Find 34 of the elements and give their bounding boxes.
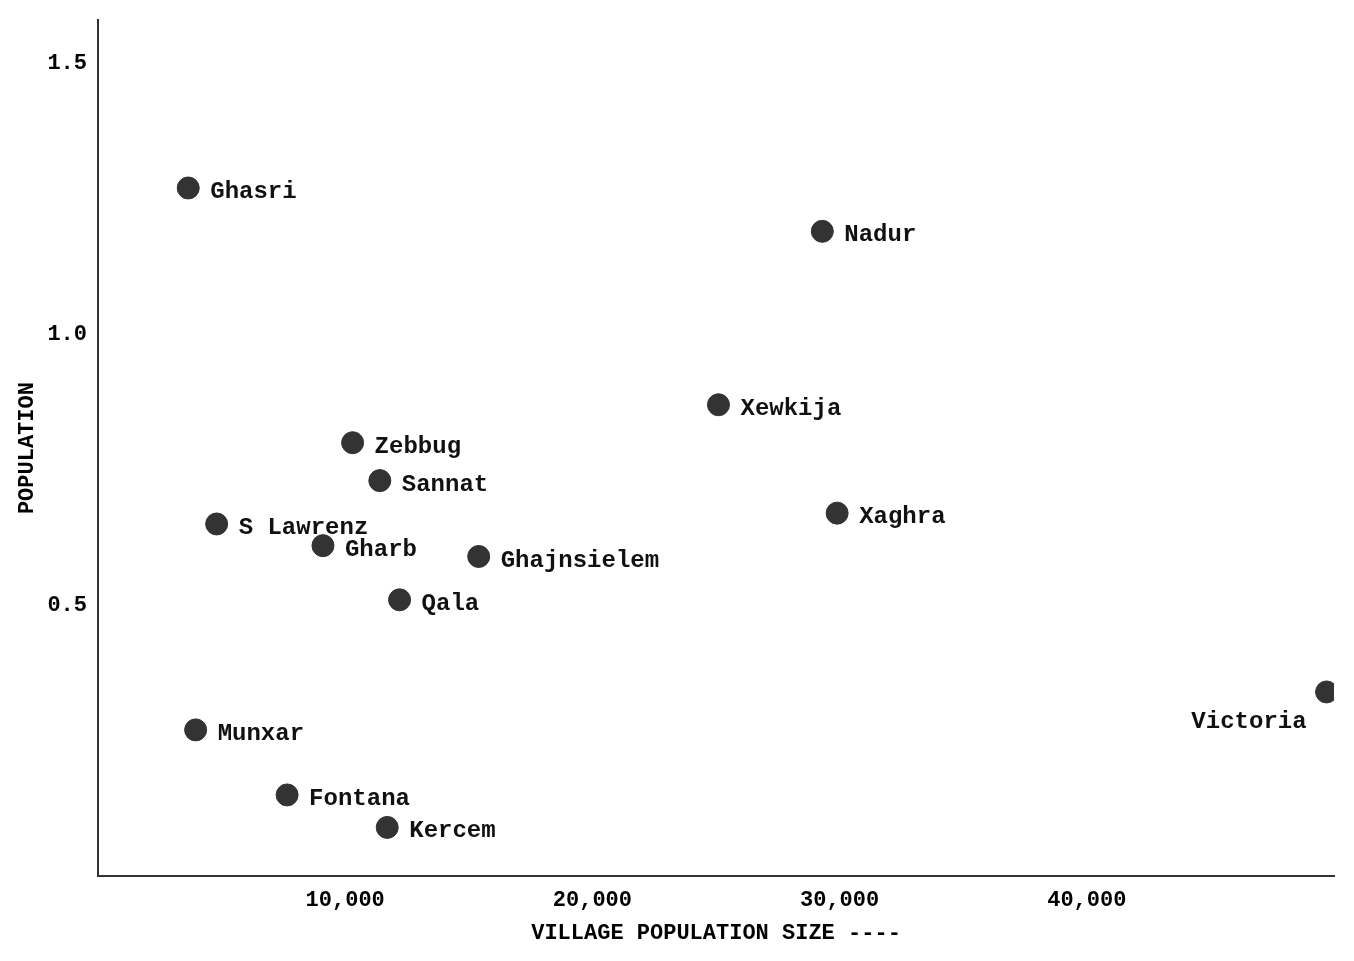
x-tick-label: 20,000: [552, 887, 633, 913]
y-axis-title: POPULATION: [14, 382, 40, 515]
point: [184, 718, 208, 742]
annotation: Qala: [421, 589, 480, 617]
annotation: Ghajnsielem: [500, 546, 660, 574]
annotation: Ghasri: [210, 178, 297, 206]
x-axis-title: VILLAGE POPULATION SIZE ----: [531, 921, 901, 947]
annotation: Munxar: [217, 719, 305, 747]
point: [176, 176, 200, 200]
y-tick-label: 1.0: [47, 321, 88, 347]
annotation: Victoria: [1191, 708, 1307, 735]
annotation: Sannat: [401, 470, 489, 498]
y-tick-label: 1.5: [47, 50, 88, 76]
point: [368, 469, 392, 493]
point: [205, 512, 229, 536]
annotation: Kercem: [409, 817, 496, 845]
annotation: Xewkija: [740, 394, 842, 422]
point: [375, 815, 399, 839]
annotation: Fontana: [309, 784, 410, 812]
point: [275, 783, 299, 807]
annotation: Zebbug: [374, 432, 462, 460]
point: [810, 219, 834, 243]
point: [388, 588, 412, 612]
point: [706, 393, 730, 417]
annotation: Xaghra: [859, 503, 946, 531]
point: [467, 544, 491, 568]
x-tick-label: 40,000: [1047, 887, 1127, 913]
y-tick-label: 0.5: [47, 592, 88, 618]
x-tick-label: 10,000: [305, 887, 385, 913]
point: [311, 534, 335, 558]
x-tick-label: 30,000: [799, 887, 880, 913]
point: [341, 431, 365, 455]
annotation: Nadur: [844, 221, 917, 249]
point: [825, 501, 849, 525]
